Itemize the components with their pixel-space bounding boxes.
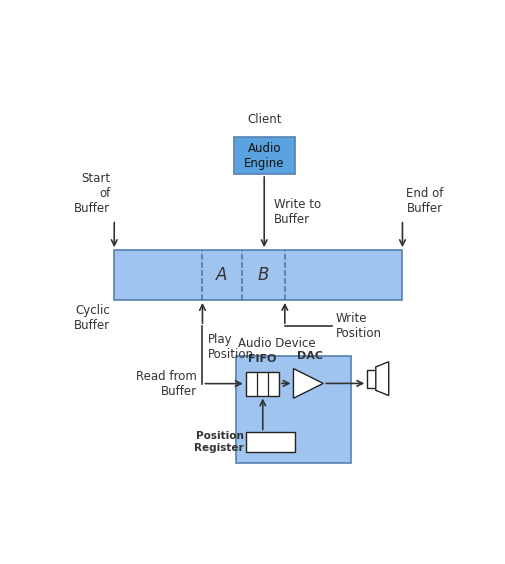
Polygon shape (375, 362, 388, 395)
Bar (235, 356, 351, 463)
Text: Write to
Buffer: Write to Buffer (274, 198, 321, 226)
Polygon shape (293, 368, 323, 398)
Text: Audio
Engine: Audio Engine (243, 142, 284, 170)
Text: Write
Position: Write Position (335, 312, 381, 340)
Bar (233, 137, 294, 174)
Text: Read from
Buffer: Read from Buffer (135, 369, 196, 398)
Text: Audio Device: Audio Device (237, 337, 315, 350)
Text: FIFO: FIFO (247, 354, 276, 364)
Bar (245, 372, 278, 395)
Bar (114, 250, 401, 300)
Text: B: B (257, 266, 268, 284)
Text: Start
of
Buffer: Start of Buffer (74, 173, 110, 215)
Text: End of
Buffer: End of Buffer (406, 187, 443, 215)
Text: Position
Register: Position Register (193, 431, 243, 453)
Text: A: A (216, 266, 227, 284)
Text: Client: Client (246, 113, 281, 126)
Text: Cyclic
Buffer: Cyclic Buffer (74, 305, 110, 332)
Bar (245, 433, 294, 452)
Text: DAC: DAC (297, 351, 323, 361)
Text: Play
Position: Play Position (208, 333, 254, 360)
Bar (367, 369, 375, 387)
